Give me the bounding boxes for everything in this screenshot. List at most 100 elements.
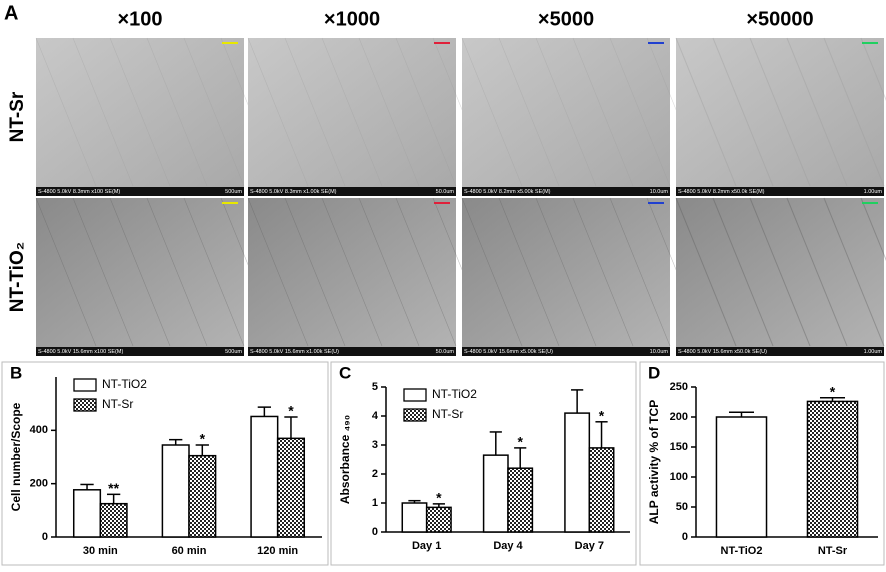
info-text: S-4800 5.0kV 8.3mm x100 SE(M) [38,189,120,195]
bar [482,454,509,533]
significance: * [517,434,523,450]
texture [35,37,97,187]
texture [535,37,597,187]
x-tick-label: Day 1 [412,540,441,552]
texture [572,37,634,187]
legend-label: NT-TiO2 [102,377,147,391]
info-scale: 500um [225,349,242,355]
bar [72,489,102,538]
info-scale: 500um [225,189,242,195]
significance: * [288,403,294,419]
texture [823,197,885,347]
significance: * [830,384,836,400]
y-tick-label: 100 [670,471,688,483]
x-tick-label: NT-Sr [818,545,848,557]
significance: * [200,431,206,447]
texture [498,37,560,187]
legend-label: NT-Sr [432,407,463,421]
texture [395,197,457,347]
sem-image [36,38,244,196]
info-text: S-4800 5.0kV 15.6mm x1.00k SE(U) [250,349,339,355]
texture [284,197,346,347]
texture [749,37,811,187]
bar [250,415,279,538]
panel-frame [1,361,329,566]
legend-swatch [73,398,97,412]
y-tick-label: 50 [676,501,688,513]
info-bar [36,347,244,356]
panel-label: B [10,363,22,382]
x-tick-label: 120 min [257,545,298,557]
y-tick-label: 200 [670,411,688,423]
info-bar [462,347,670,356]
texture [860,197,886,261]
info-scale: 1.00um [864,189,883,195]
y-tick-label: 4 [372,410,379,422]
info-scale: 50.0um [436,189,455,195]
row-label: NT-TiO₂ [7,242,28,312]
y-axis-label: Absorbance ₄₉₀ [338,415,352,504]
legend-swatch [403,408,427,422]
column-header: ×100 [117,8,162,30]
texture [609,197,671,347]
panel-label: D [648,363,660,382]
legend-label: NT-Sr [102,397,133,411]
x-tick-label: 30 min [83,545,118,557]
info-scale: 50.0um [436,349,455,355]
sem-image [248,38,456,196]
significance: * [599,408,605,424]
y-tick-label: 5 [372,381,378,393]
x-tick-label: Day 4 [493,540,523,552]
bar [276,437,306,538]
sem-image [676,38,884,196]
sem-image [462,38,670,196]
legend-swatch [403,388,427,402]
info-scale: 1.00um [864,349,883,355]
texture [146,37,208,187]
y-tick-label: 0 [372,526,378,538]
texture [712,197,774,347]
texture [358,37,420,187]
texture [498,197,560,347]
significance: * [436,490,442,506]
info-bar [248,347,456,356]
sem-image [462,198,670,356]
texture [109,37,171,187]
texture [395,37,457,187]
texture [247,197,309,347]
y-tick-label: 1 [372,497,378,509]
texture [860,37,886,101]
info-text: S-4800 5.0kV 15.6mm x5.00k SE(U) [464,349,553,355]
info-scale: 10.0um [650,189,669,195]
texture [786,197,848,347]
texture [146,197,208,347]
column-header: ×50000 [746,8,813,30]
info-text: S-4800 5.0kV 8.3mm x1.00k SE(M) [250,189,337,195]
bar [161,444,190,538]
texture [749,197,811,347]
texture [675,197,737,347]
panel-label: A [4,2,18,24]
texture [321,37,383,187]
bar [588,447,615,533]
y-tick-label: 2 [372,468,378,480]
texture [786,37,848,187]
info-bar [36,187,244,196]
legend-label: NT-TiO2 [432,387,477,401]
bar [715,416,768,538]
info-text: S-4800 5.0kV 8.2mm x5.00k SE(M) [464,189,551,195]
y-tick-label: 200 [30,478,48,490]
info-bar [248,187,456,196]
texture [535,197,597,347]
panel-frame [639,361,885,566]
texture [72,37,134,187]
bar [401,502,428,533]
texture [358,197,420,347]
texture [183,37,245,187]
texture [461,37,523,187]
panel-label: C [339,363,351,382]
bar [425,506,452,533]
texture [183,197,245,347]
